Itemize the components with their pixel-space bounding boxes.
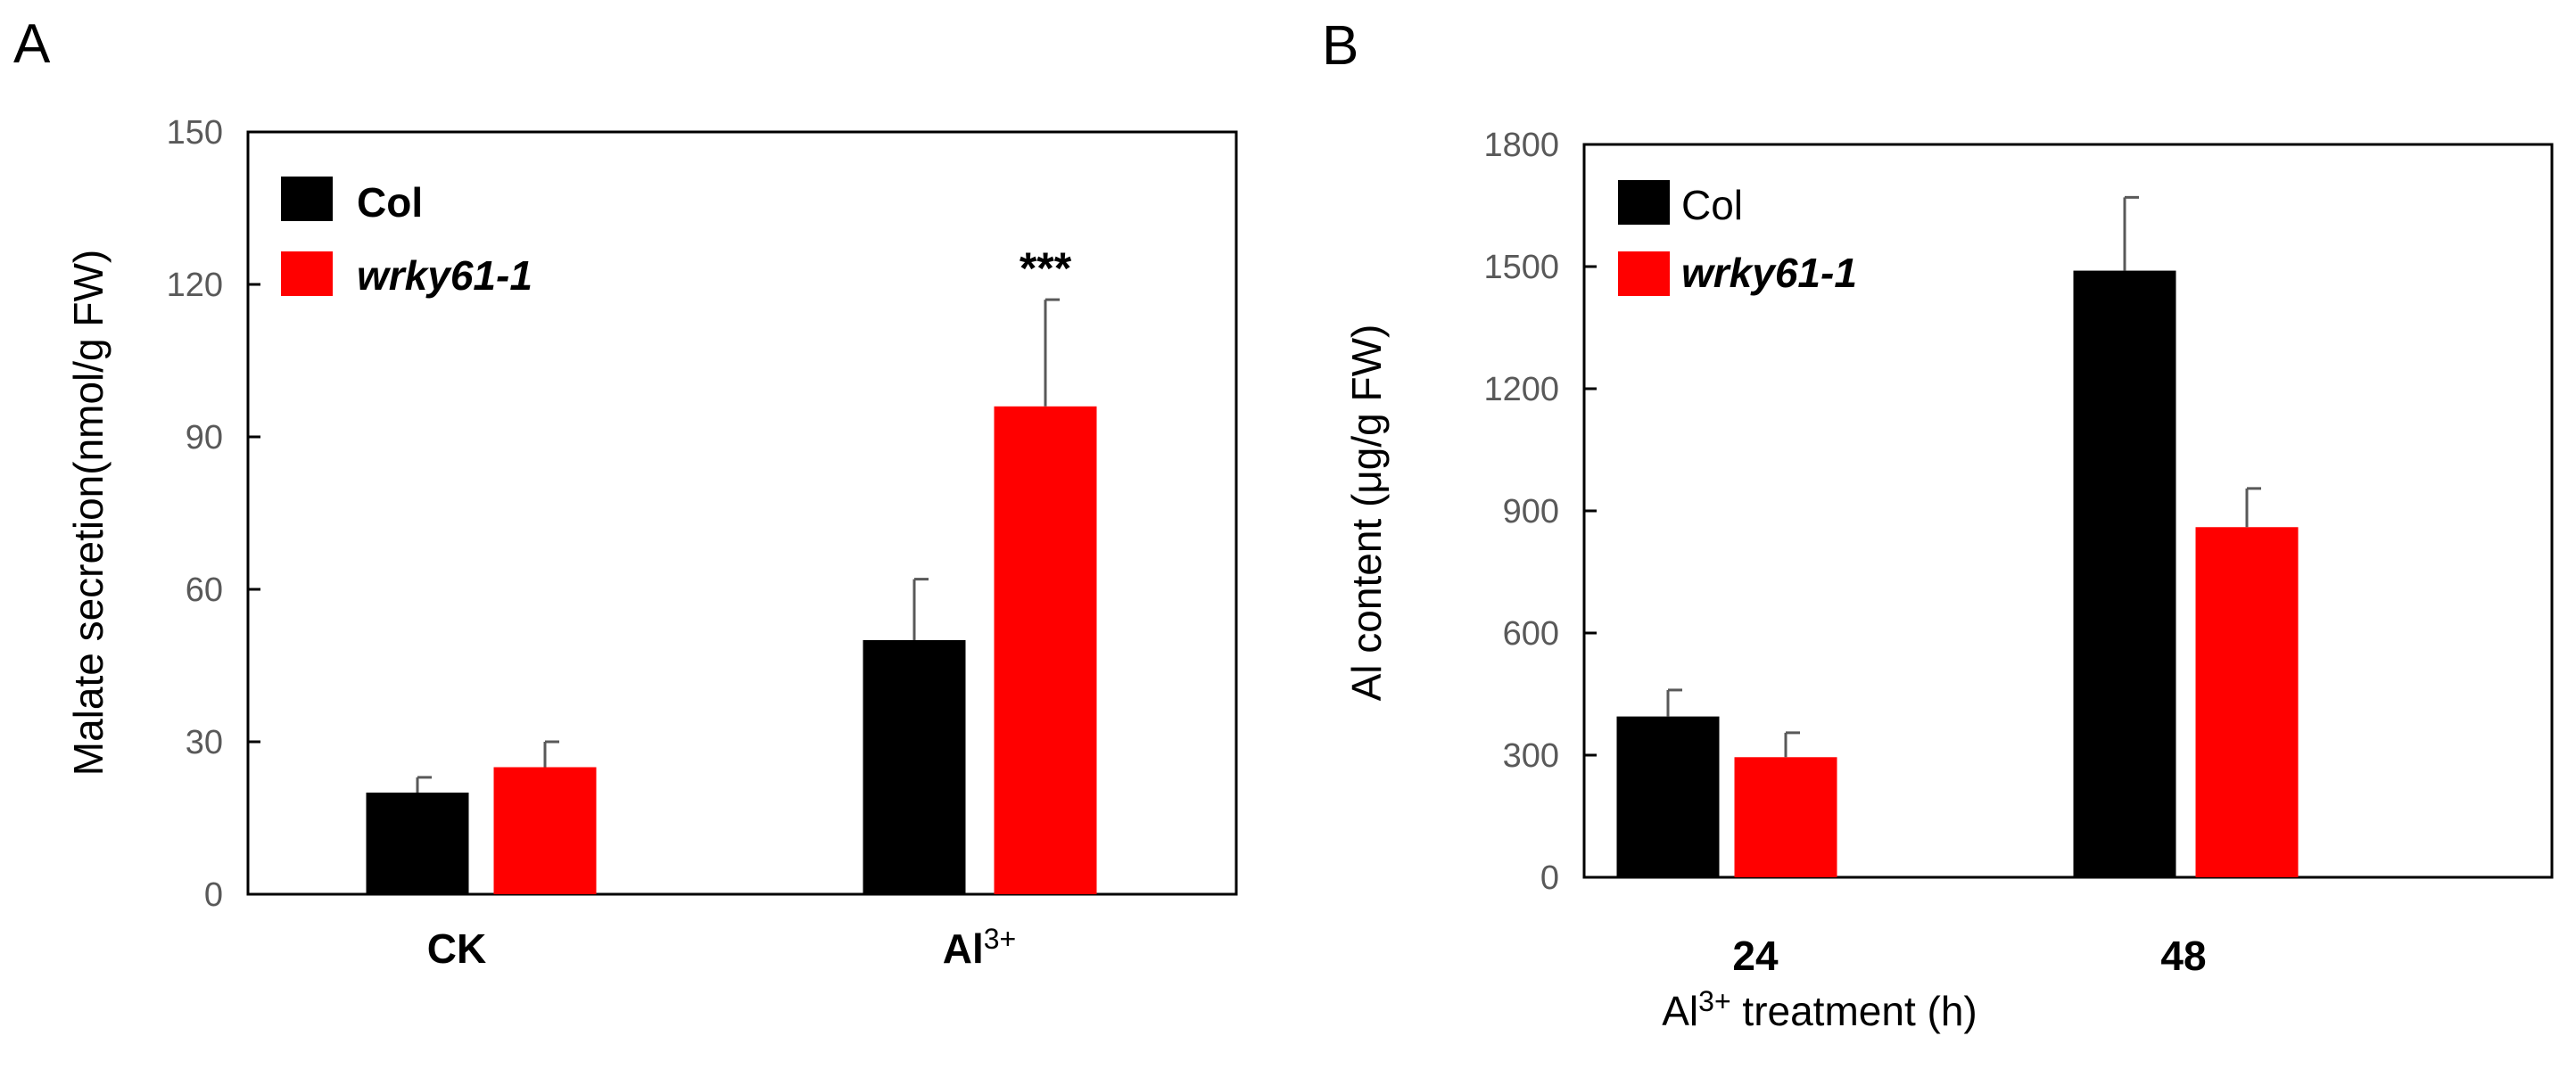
panel-b-label: B (1322, 15, 1358, 77)
panel-a-annotations: *** (1020, 243, 1072, 293)
y-tick-label: 90 (186, 419, 223, 456)
panel-a-y-axis-label: Malate secretion(nmol/g FW) (65, 250, 111, 777)
panel-b-y-axis-label: Al content (μg/g FW) (1343, 325, 1390, 702)
x-category-label: Al3+ (943, 923, 1016, 972)
bar-col (2073, 270, 2176, 878)
significance-marker: *** (1020, 243, 1072, 293)
y-tick-label: 1500 (1483, 249, 1559, 286)
panel-b-legend: Col wrky61-1 (1618, 180, 1857, 296)
bar-col (366, 793, 469, 894)
bar-wrky61-1 (994, 406, 1097, 894)
legend-swatch-col (281, 177, 333, 221)
panel-b-y-axis: 0 300 600 900 1200 1500 1800 (1483, 127, 1597, 897)
bar-col (1616, 716, 1720, 877)
y-tick-label: 0 (204, 876, 223, 914)
bar-wrky61-1 (493, 767, 597, 894)
y-tick-label: 120 (167, 267, 223, 304)
panel-a-label: A (13, 13, 51, 75)
panel-a-y-axis: 0 30 60 90 120 150 (167, 114, 260, 914)
legend-swatch-wrky61-1 (1618, 251, 1670, 296)
panel-a-x-axis: CK Al3+ (427, 923, 1016, 972)
y-tick-label: 600 (1503, 615, 1559, 653)
y-tick-label: 150 (167, 114, 223, 152)
legend-swatch-wrky61-1 (281, 251, 333, 296)
x-category-label: 48 (2160, 933, 2206, 979)
bar-wrky61-1 (2195, 527, 2299, 877)
panel-b: B 0 300 600 900 1200 1500 1800 24 48 Al content… (1322, 15, 2554, 1034)
bar-col (863, 640, 966, 894)
panel-a-plot-frame (246, 130, 1238, 896)
legend-label-wrky61-1: wrky61-1 (357, 252, 533, 299)
panel-a: A 0 30 60 90 120 150 CK Al3+ *** Malate secret… (13, 13, 1238, 972)
x-category-label: CK (427, 925, 486, 972)
y-tick-label: 60 (186, 571, 223, 609)
y-tick-label: 900 (1503, 493, 1559, 530)
bar-wrky61-1 (1734, 757, 1837, 877)
y-tick-label: 30 (186, 724, 223, 761)
legend-label-col: Col (357, 179, 423, 226)
y-tick-label: 1200 (1483, 371, 1559, 408)
panel-b-x-axis: 24 48 (1732, 933, 2206, 979)
legend-swatch-col (1618, 180, 1670, 225)
y-tick-label: 300 (1503, 737, 1559, 775)
panel-b-x-axis-label: Al3+ treatment (h) (1662, 985, 1977, 1034)
legend-label-col: Col (1681, 182, 1743, 228)
y-tick-label: 1800 (1483, 127, 1559, 164)
panel-a-legend: Col wrky61-1 (281, 177, 533, 299)
y-tick-label: 0 (1540, 859, 1559, 897)
legend-label-wrky61-1: wrky61-1 (1681, 250, 1857, 296)
panel-b-bars (1616, 195, 2299, 878)
x-category-label: 24 (1732, 933, 1779, 979)
panel-a-bars (366, 298, 1097, 894)
